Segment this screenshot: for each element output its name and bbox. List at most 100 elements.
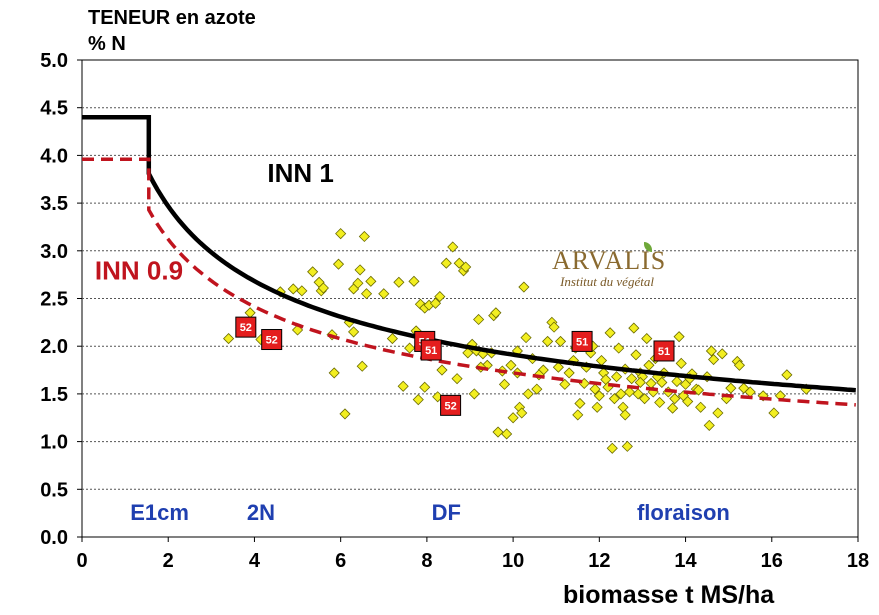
y-tick-label: 1.5 — [40, 384, 68, 406]
labeled-point-marker — [653, 340, 675, 362]
logo-name: ARVALIS — [552, 246, 667, 275]
scatter-point — [623, 386, 636, 398]
labeled-point-label: 52 — [266, 335, 278, 347]
scatter-point — [621, 440, 633, 452]
x-tick-label: 4 — [249, 550, 261, 572]
labeled-point-marker — [571, 330, 593, 352]
y-tick-label: 4.5 — [40, 98, 68, 120]
scatter-point — [447, 241, 459, 253]
scatter-point — [613, 342, 625, 354]
scatter-point — [339, 408, 351, 420]
scatter-point — [436, 364, 448, 376]
scatter-point — [434, 291, 446, 303]
x-axis-title: biomasse t MS/ha — [563, 581, 775, 609]
y-tick-label: 2.0 — [40, 336, 68, 358]
scatter-point — [708, 353, 720, 366]
scatter-point — [695, 401, 707, 413]
scatter-point — [593, 390, 605, 402]
scatter-point — [768, 407, 780, 419]
scatter-point — [619, 409, 631, 421]
curve-inn-1 — [82, 114, 856, 393]
scatter-point — [574, 397, 586, 410]
scatter-point — [630, 349, 642, 361]
scatter-point — [412, 394, 424, 406]
curve-annotation: INN 0.9 — [95, 255, 183, 285]
x-tick-label: 8 — [421, 550, 432, 572]
scatter-point — [781, 369, 793, 381]
scatter-point — [354, 264, 366, 276]
scatter-point — [360, 288, 373, 300]
scatter-point — [639, 393, 651, 405]
scatter-point — [667, 402, 679, 414]
x-tick-label: 14 — [674, 550, 697, 572]
scatter-point — [518, 281, 530, 293]
scatter-point — [522, 388, 534, 400]
scatter-point — [531, 383, 543, 395]
labeled-point-marker — [235, 316, 257, 338]
scatter-point — [611, 371, 623, 383]
y-tick-label: 0.5 — [40, 479, 68, 501]
scatter-point — [654, 396, 666, 409]
scatter-point — [656, 376, 668, 389]
leaf-icon — [644, 242, 652, 252]
labeled-point: 52 — [440, 394, 462, 416]
scatter-point — [498, 378, 511, 390]
scatter-point — [490, 307, 502, 319]
scatter-point — [440, 257, 452, 269]
scatter-point — [378, 288, 390, 300]
scatter-point — [352, 277, 364, 289]
y-axis-title-line-2: % N — [88, 33, 126, 55]
scatter-point — [725, 382, 737, 394]
labeled-point: 51 — [420, 339, 442, 361]
scatter-point — [716, 348, 728, 360]
scatter-point — [673, 331, 685, 343]
y-tick-label: 0.0 — [40, 527, 68, 549]
scatter-point — [606, 442, 618, 454]
arvalis-logo: ARVALIS Institut du végétal — [552, 242, 667, 290]
scatter-point — [520, 332, 532, 344]
scatter-point — [542, 335, 554, 347]
scatter-point — [572, 409, 584, 421]
labeled-point-marker — [420, 339, 442, 361]
labeled-point: 52 — [235, 316, 257, 338]
scatter-point — [386, 333, 398, 345]
scatter-point — [429, 297, 442, 309]
scatter-point — [397, 380, 409, 392]
y-tick-label: 3.0 — [40, 241, 68, 263]
scatter-point — [712, 407, 724, 419]
scatter-point — [628, 322, 640, 334]
scatter-point — [356, 360, 368, 372]
logo-subtitle: Institut du végétal — [560, 274, 654, 289]
y-tick-label: 3.5 — [40, 193, 68, 215]
scatter-point — [552, 361, 564, 373]
stage-label: E1cm — [130, 500, 189, 525]
scatter-point — [468, 388, 480, 400]
scatter-point — [505, 359, 517, 371]
scatter-point — [675, 357, 687, 369]
scatter-point — [460, 261, 472, 273]
scatter-point — [287, 283, 299, 295]
scatter-point — [408, 275, 420, 287]
labeled-point: 52 — [261, 329, 283, 351]
labeled-point-label: 52 — [240, 322, 252, 334]
x-tick-label: 10 — [502, 550, 524, 572]
scatter-point — [473, 313, 485, 326]
y-tick-label: 5.0 — [40, 50, 68, 72]
y-tick-label: 2.5 — [40, 289, 68, 311]
scatter-point — [307, 266, 319, 278]
x-tick-label: 6 — [335, 550, 346, 572]
scatter-point — [317, 282, 329, 294]
scatter-point — [563, 367, 575, 379]
stage-label: DF — [432, 500, 461, 525]
scatter-point — [559, 378, 571, 390]
labeled-point: 51 — [653, 340, 675, 362]
scatter-point — [733, 359, 746, 371]
stage-label: 2N — [247, 500, 275, 525]
x-tick-label: 12 — [588, 550, 610, 572]
scatter-point — [492, 426, 504, 438]
scatter-point — [554, 335, 567, 347]
scatter-point — [626, 373, 638, 385]
scatter-point — [548, 321, 560, 333]
scatter-point — [632, 388, 644, 400]
